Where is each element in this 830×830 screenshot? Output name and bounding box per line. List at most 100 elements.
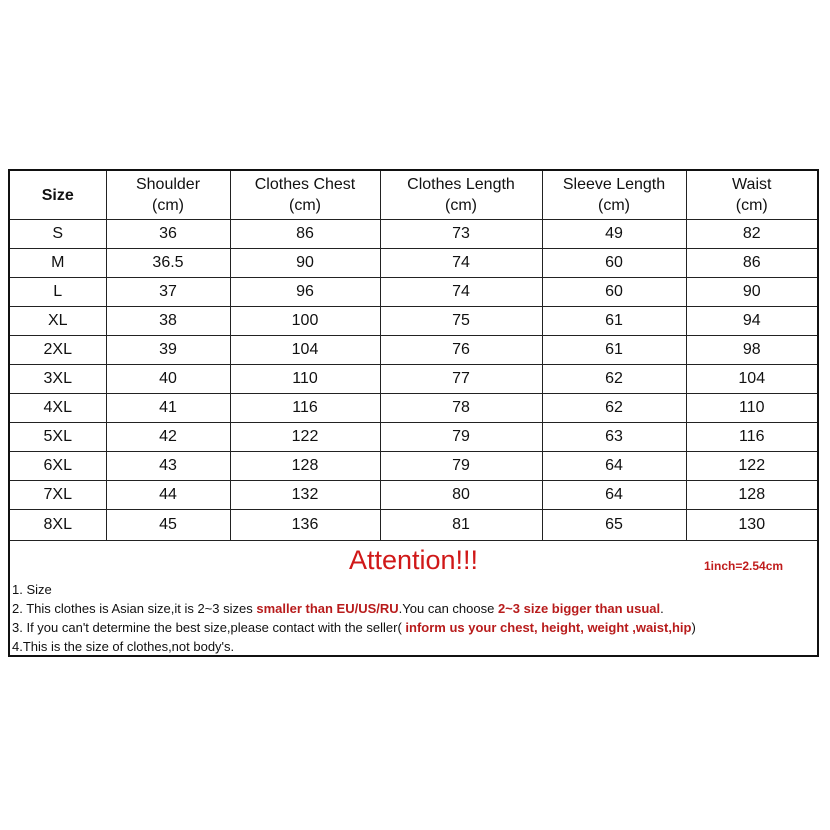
value-cell: 41 [105, 393, 231, 423]
value-cell: 81 [379, 509, 543, 541]
value-cell: 63 [541, 422, 687, 452]
value-cell: 60 [541, 277, 687, 307]
note-1: 1. Size [12, 582, 52, 597]
table-row: 6XL 43 128 79 64 122 [10, 451, 817, 481]
value-cell: 38 [105, 306, 231, 336]
table-row: L 37 96 74 60 90 [10, 277, 817, 307]
value-cell: 73 [379, 219, 543, 249]
table-row: S 36 86 73 49 82 [10, 219, 817, 249]
header-unit: (cm) [445, 197, 477, 214]
header-label: Waist [732, 176, 772, 193]
header-label: Clothes Chest [254, 176, 356, 193]
header-unit: (cm) [152, 197, 184, 214]
value-cell: 94 [685, 306, 817, 336]
value-cell: 80 [379, 480, 543, 510]
value-cell: 36 [105, 219, 231, 249]
table-row: 7XL 44 132 80 64 128 [10, 480, 817, 510]
note-2: 2. This clothes is Asian size,it is 2~3 … [12, 601, 664, 616]
table-row: 8XL 45 136 81 65 130 [10, 509, 817, 541]
column-header: Sleeve Length (cm) [541, 171, 687, 220]
table-row: 4XL 41 116 78 62 110 [10, 393, 817, 423]
notes-section: Attention!!! 1inch=2.54cm 1. Size 2. Thi… [10, 541, 817, 655]
value-cell: 36.5 [105, 248, 231, 278]
header-label: Sleeve Length [562, 176, 666, 193]
table-row: 2XL 39 104 76 61 98 [10, 335, 817, 365]
note-text: 2. This clothes is Asian size,it is 2~3 … [12, 601, 257, 616]
value-cell: 82 [685, 219, 817, 249]
header-unit: (cm) [735, 197, 768, 214]
value-cell: 122 [229, 422, 381, 452]
value-cell: 96 [229, 277, 381, 307]
inch-conversion: 1inch=2.54cm [704, 559, 784, 573]
value-cell: 128 [229, 451, 381, 481]
note-4: 4.This is the size of clothes,not body's… [12, 639, 235, 654]
column-header: Clothes Chest (cm) [229, 171, 381, 220]
value-cell: 74 [379, 248, 543, 278]
value-cell: 61 [541, 335, 687, 365]
value-cell: 45 [105, 509, 231, 541]
value-cell: 86 [685, 248, 817, 278]
value-cell: 78 [379, 393, 543, 423]
value-cell: 39 [105, 335, 231, 365]
value-cell: 49 [541, 219, 687, 249]
note-emphasis: 2~3 size bigger than usual [497, 601, 661, 616]
note-text: 3. If you can't determine the best size,… [12, 620, 406, 635]
value-cell: 65 [541, 509, 687, 541]
value-cell: 77 [379, 364, 543, 394]
value-cell: 62 [541, 393, 687, 423]
size-cell: 8XL [10, 509, 107, 541]
size-cell: L [10, 277, 107, 307]
size-cell: 2XL [10, 335, 107, 365]
header-unit: (cm) [598, 197, 630, 214]
value-cell: 116 [229, 393, 381, 423]
value-cell: 62 [541, 364, 687, 394]
size-cell: 5XL [10, 422, 107, 452]
size-cell: M [10, 248, 107, 278]
value-cell: 90 [229, 248, 381, 278]
value-cell: 74 [379, 277, 543, 307]
column-header: Waist (cm) [685, 171, 817, 220]
table-row: XL 38 100 75 61 94 [10, 306, 817, 336]
value-cell: 110 [229, 364, 381, 394]
value-cell: 90 [685, 277, 817, 307]
size-cell: 3XL [10, 364, 107, 394]
value-cell: 79 [379, 451, 543, 481]
value-cell: 44 [105, 480, 231, 510]
value-cell: 43 [105, 451, 231, 481]
table-row: M 36.5 90 74 60 86 [10, 248, 817, 278]
size-cell: S [10, 219, 107, 249]
value-cell: 98 [685, 335, 817, 365]
note-text: . [660, 601, 664, 616]
value-cell: 110 [685, 393, 817, 423]
size-cell: 6XL [10, 451, 107, 481]
header-row: Size Shoulder (cm) Clothes Chest (cm) Clothes… [10, 171, 817, 220]
value-cell: 128 [685, 480, 817, 510]
value-cell: 60 [541, 248, 687, 278]
value-cell: 64 [541, 480, 687, 510]
column-header: Clothes Length (cm) [379, 171, 543, 220]
size-cell: XL [10, 306, 107, 336]
size-chart: Size Shoulder (cm) Clothes Chest (cm) Clothes… [8, 169, 819, 657]
value-cell: 104 [685, 364, 817, 394]
size-cell: 4XL [10, 393, 107, 423]
value-cell: 122 [685, 451, 817, 481]
note-3: 3. If you can't determine the best size,… [12, 620, 696, 635]
value-cell: 104 [229, 335, 381, 365]
table-row: 3XL 40 110 77 62 104 [10, 364, 817, 394]
column-header: Size [10, 171, 107, 220]
table-row: 5XL 42 122 79 63 116 [10, 422, 817, 452]
value-cell: 136 [229, 509, 381, 541]
value-cell: 64 [541, 451, 687, 481]
column-header: Shoulder (cm) [105, 171, 231, 220]
size-table: Size Shoulder (cm) Clothes Chest (cm) Clothes… [10, 171, 817, 541]
value-cell: 61 [541, 306, 687, 336]
note-emphasis: inform us your chest, height, weight ,wa… [405, 620, 692, 635]
value-cell: 75 [379, 306, 543, 336]
header-unit: (cm) [289, 197, 321, 214]
value-cell: 76 [379, 335, 543, 365]
value-cell: 79 [379, 422, 543, 452]
value-cell: 86 [229, 219, 381, 249]
size-cell: 7XL [10, 480, 107, 510]
note-text: ) [691, 620, 696, 635]
header-label: Shoulder [135, 176, 201, 193]
